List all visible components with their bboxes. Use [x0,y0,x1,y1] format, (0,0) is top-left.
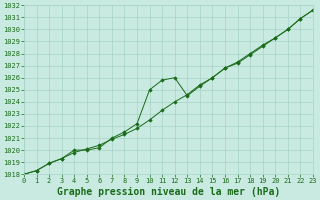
X-axis label: Graphe pression niveau de la mer (hPa): Graphe pression niveau de la mer (hPa) [57,187,280,197]
